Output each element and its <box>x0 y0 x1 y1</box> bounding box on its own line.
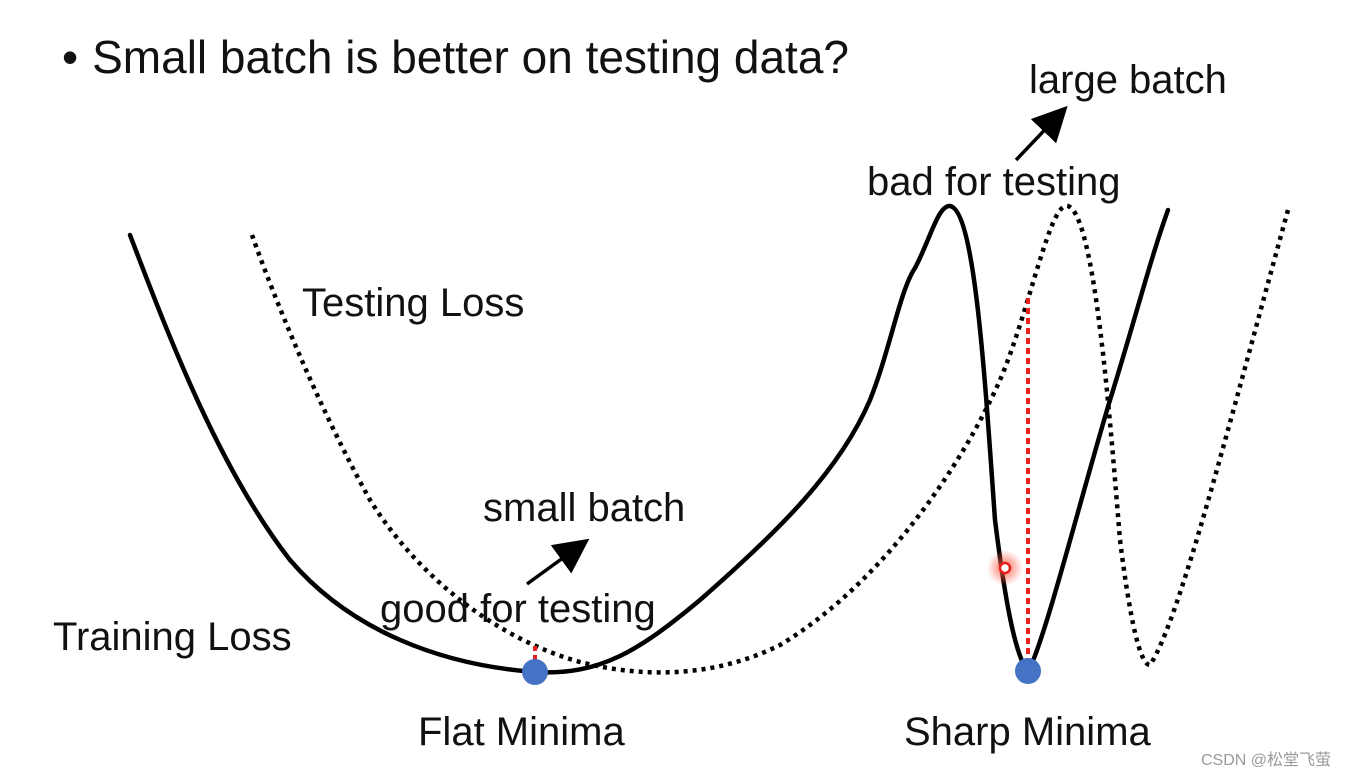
title-text: Small batch is better on testing data? <box>92 31 849 83</box>
testing-loss-label: Testing Loss <box>302 281 525 325</box>
bullet: • <box>62 31 79 83</box>
flat-minima-dot <box>522 659 548 685</box>
good-for-testing-label: good for testing <box>380 587 656 631</box>
small-batch-arrow <box>525 538 590 586</box>
large-batch-label: large batch <box>1029 58 1227 102</box>
small-batch-label: small batch <box>483 486 686 530</box>
testing-loss-curve <box>249 203 1291 675</box>
training-loss-curve <box>127 203 1171 677</box>
sharp-minima-label: Sharp Minima <box>904 710 1151 754</box>
slide-title: • Small batch is better on testing data? <box>62 34 849 80</box>
watermark: CSDN @松堂飞萤 <box>1200 752 1331 769</box>
pointer-dot <box>998 561 1012 575</box>
sharp-minima-dot <box>1015 658 1041 684</box>
large-batch-arrow <box>1014 105 1068 162</box>
flat-minima-label: Flat Minima <box>418 710 625 754</box>
training-loss-label: Training Loss <box>53 615 292 659</box>
bad-for-testing-label: bad for testing <box>867 160 1121 204</box>
